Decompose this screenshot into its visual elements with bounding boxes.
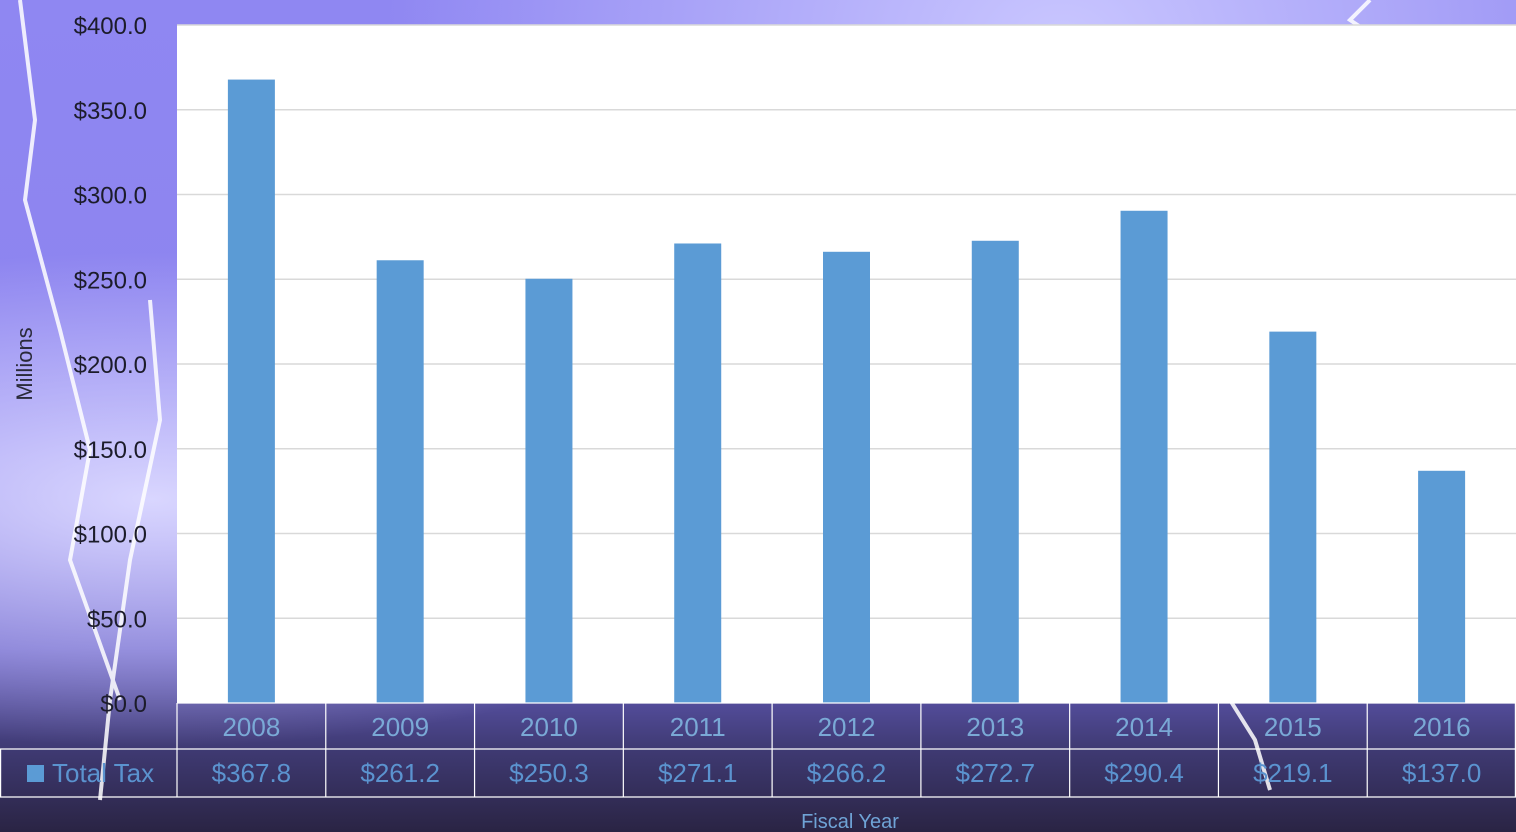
y-tick-label: $100.0 [74, 522, 147, 549]
bar-2016 [1418, 470, 1466, 703]
bar-2014 [1120, 210, 1168, 703]
category-label: 2013 [966, 712, 1024, 742]
legend-swatch [27, 765, 44, 782]
data-table-value: $219.1 [1253, 758, 1333, 788]
y-tick-label: $200.0 [74, 352, 147, 379]
y-axis-label: Millions [12, 327, 37, 400]
category-label: 2009 [371, 712, 429, 742]
category-label: 2015 [1264, 712, 1322, 742]
bar-2009 [376, 260, 424, 703]
data-table-value: $367.8 [212, 758, 292, 788]
lightning-decoration [18, 0, 1382, 801]
bar-2012 [823, 251, 870, 703]
y-tick-label: $300.0 [74, 183, 147, 210]
y-tick-label: $150.0 [74, 437, 147, 464]
bar-2015 [1269, 331, 1317, 703]
x-axis-label: Fiscal Year [801, 811, 899, 832]
category-label: 2014 [1115, 712, 1173, 742]
bar-2011 [674, 243, 722, 703]
category-label: 2016 [1413, 712, 1471, 742]
data-table-value: $261.2 [360, 758, 440, 788]
bar-2008 [227, 79, 275, 704]
bar-2010 [525, 278, 573, 703]
data-table-value: $137.0 [1402, 758, 1482, 788]
y-tick-label: $350.0 [74, 98, 147, 125]
category-label: 2008 [222, 712, 280, 742]
data-table-value: $271.1 [658, 758, 738, 788]
data-table-value: $250.3 [509, 758, 589, 788]
data-table-value: $266.2 [807, 758, 887, 788]
y-tick-label: $250.0 [74, 267, 147, 294]
y-tick-label: $50.0 [87, 606, 147, 633]
data-table-value: $272.7 [956, 758, 1036, 788]
legend-label: Total Tax [52, 758, 154, 788]
data-table-value: $290.4 [1104, 758, 1184, 788]
y-tick-label: $400.0 [74, 13, 147, 40]
bar-2013 [971, 240, 1019, 703]
y-tick-label: $0.0 [100, 691, 147, 718]
category-label: 2012 [818, 712, 876, 742]
category-label: 2010 [520, 712, 578, 742]
category-label: 2011 [670, 712, 726, 742]
